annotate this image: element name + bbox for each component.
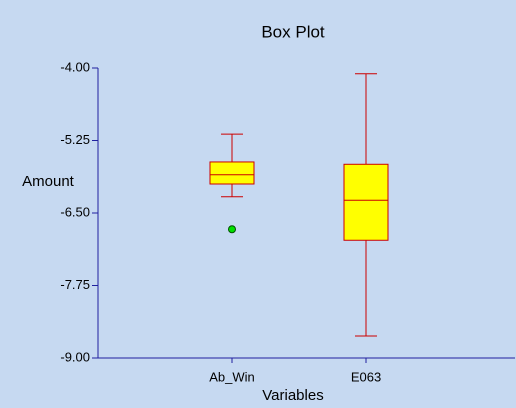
box bbox=[209, 161, 255, 185]
chart-title: Box Plot bbox=[261, 22, 325, 41]
y-tick-label: -7.75 bbox=[60, 277, 90, 292]
y-tick-label: -6.50 bbox=[60, 204, 90, 219]
x-tick-label: Ab_Win bbox=[209, 369, 255, 384]
x-axis-label: Variables bbox=[262, 387, 323, 404]
y-tick-label: -9.00 bbox=[60, 349, 90, 364]
outlier bbox=[228, 225, 236, 234]
y-tick-label: -4.00 bbox=[60, 59, 90, 74]
x-tick-label: E063 bbox=[351, 369, 381, 384]
box bbox=[343, 163, 389, 241]
y-tick-label: -5.25 bbox=[60, 132, 90, 147]
y-axis-label: Amount bbox=[22, 173, 75, 190]
